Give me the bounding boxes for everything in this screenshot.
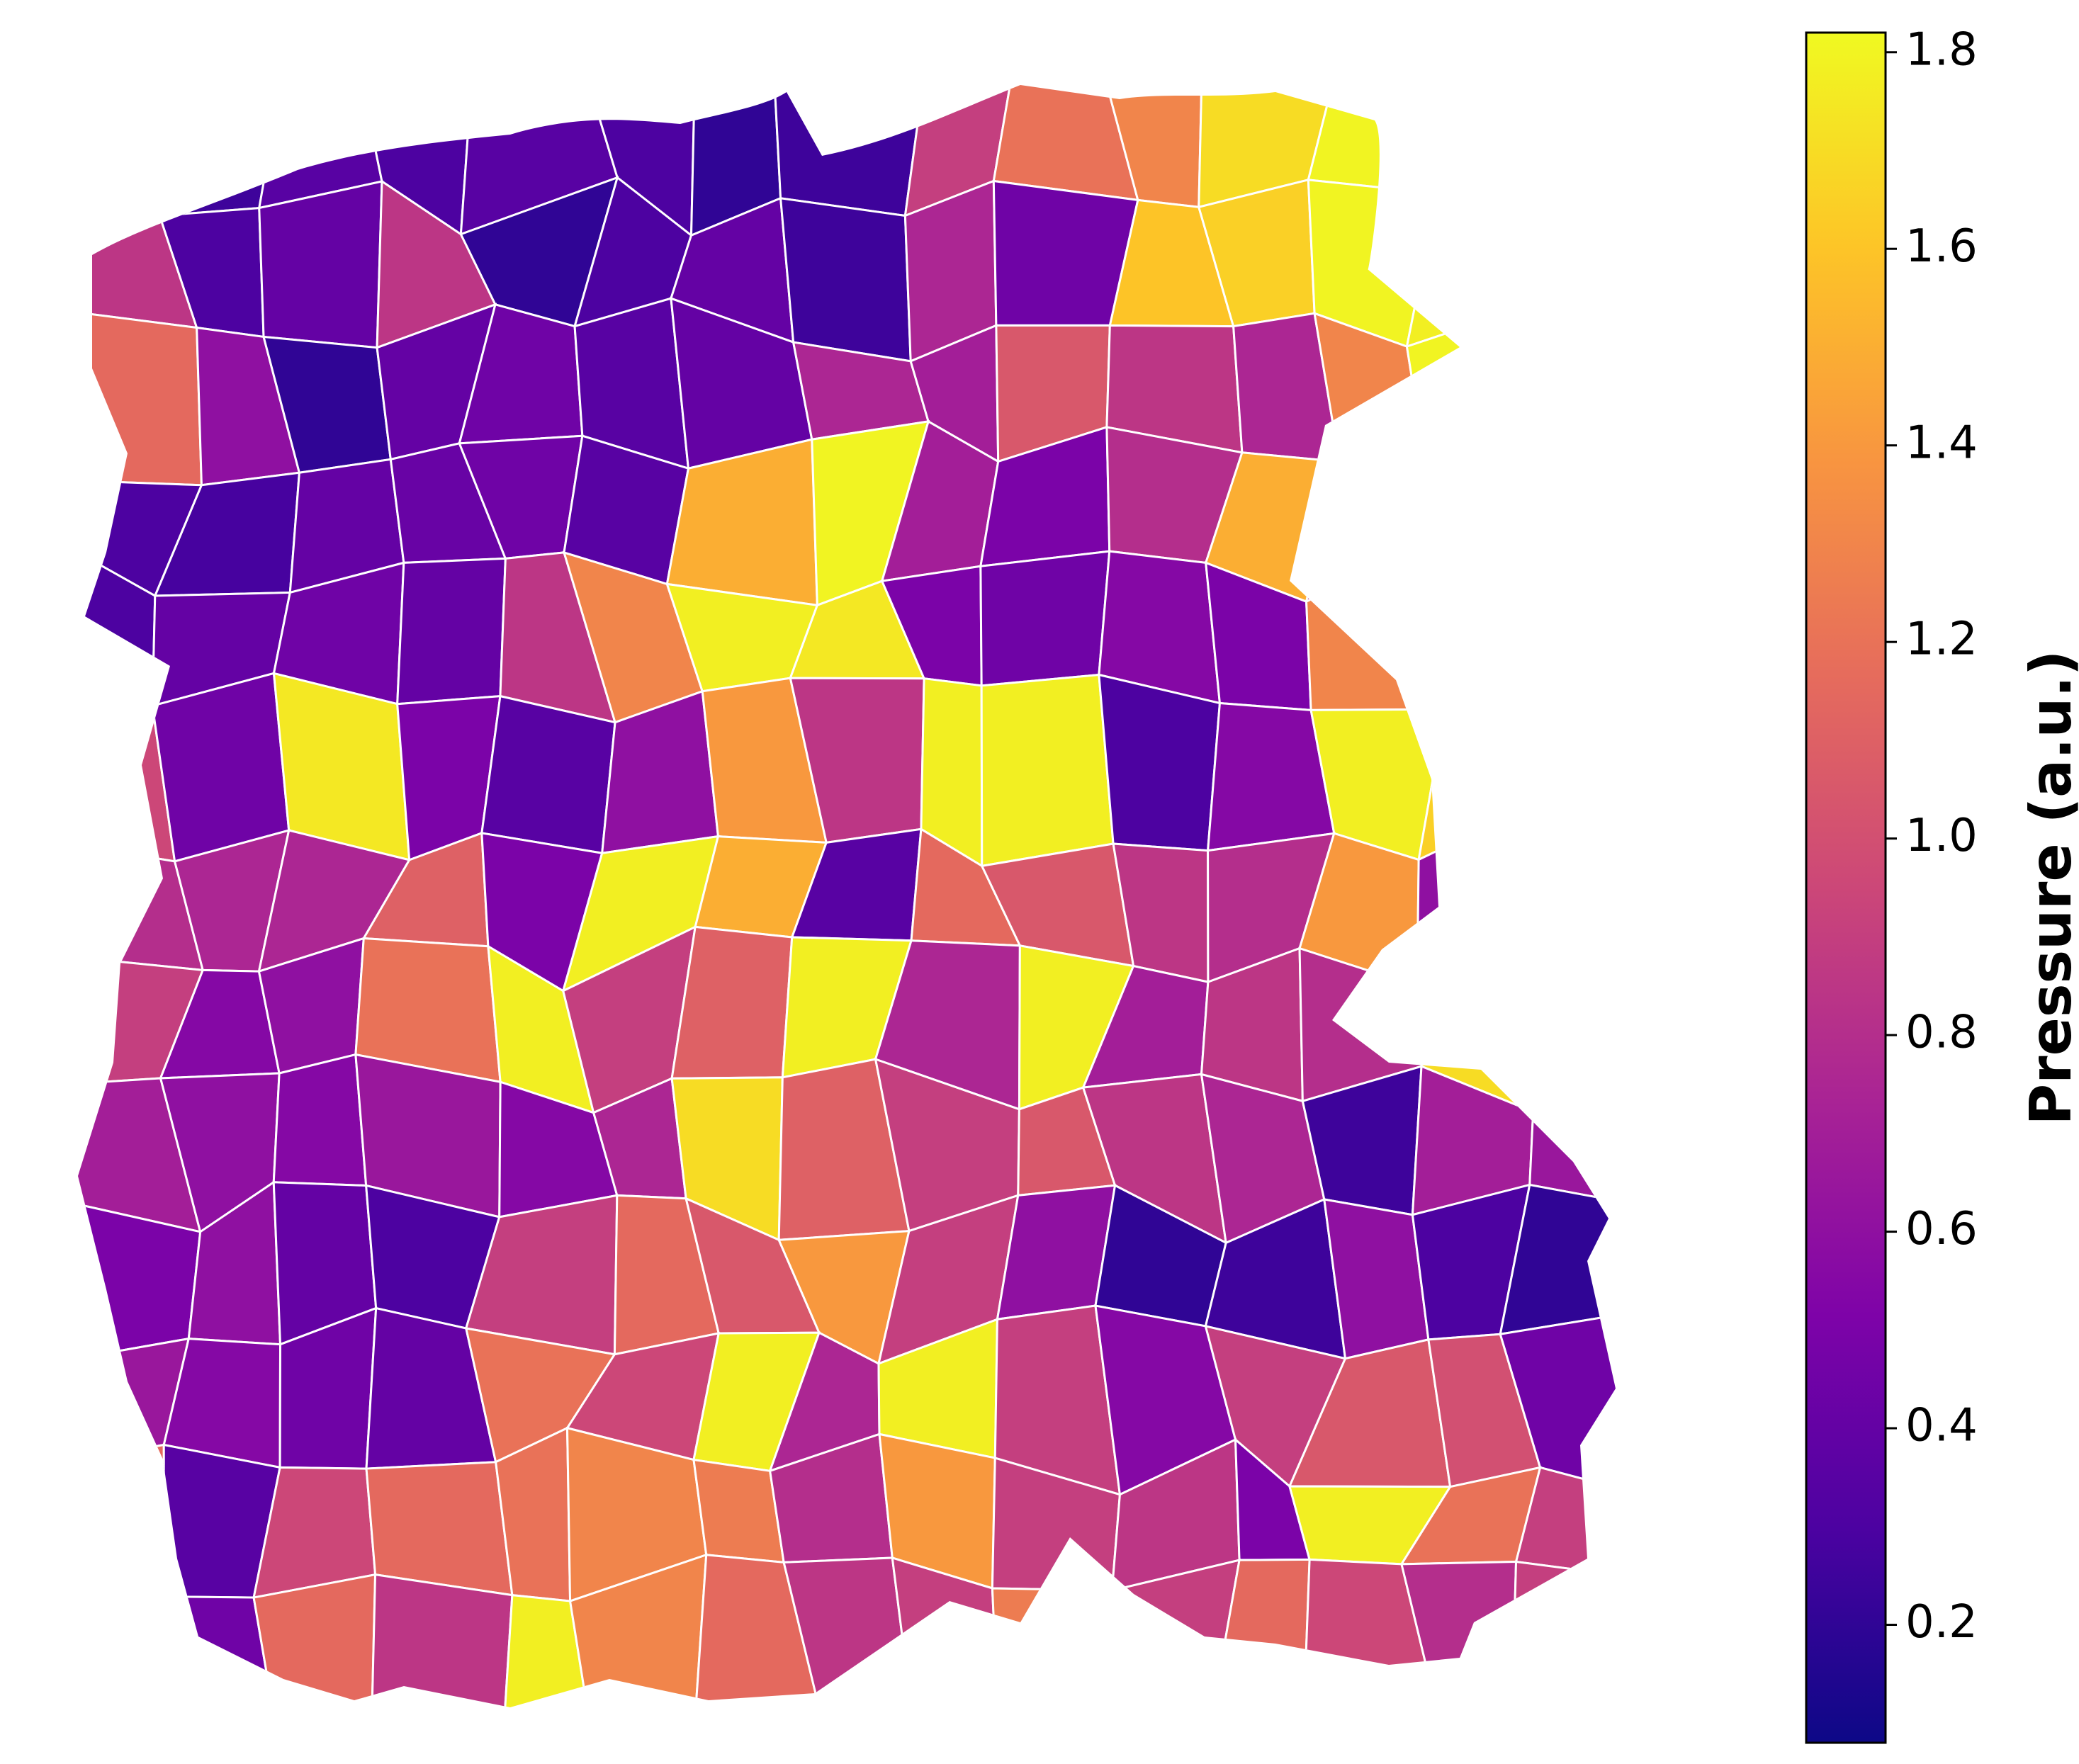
cell-outline [1522,330,1630,463]
cell [1528,929,1616,1117]
cell [78,85,176,217]
colorbar-tick-label: 0.4 [1905,1400,1978,1452]
cell [1098,673,1222,852]
cell [1305,556,1447,711]
cell [779,197,912,363]
cell [150,1595,276,1707]
cell-outline [1421,184,1511,331]
cell-outline [1434,78,1509,184]
cell-outline [1509,571,1630,711]
cell [991,1587,1125,1707]
cell-outline [1321,445,1411,582]
cell [773,85,925,217]
cell-outline [1534,813,1630,933]
cell-outline [1531,933,1630,1114]
cell [1405,312,1545,485]
cell [503,1593,590,1707]
cell-outline [1414,329,1526,459]
cell [568,1553,708,1707]
colorbar-tick-label: 1.0 [1905,810,1978,862]
colorbar-tick-label: 1.8 [1905,23,1978,76]
cell-outline [1411,453,1523,575]
cell-outline [1419,574,1510,696]
cell [1399,556,1523,711]
cell [1503,312,1616,485]
cell [78,1554,165,1707]
colorbar: 0.2 0.4 0.6 0.8 1.0 1.2 1.4 1.6 1.8 Pressure (a.… [1805,23,2079,1744]
colorbar-tick-label: 0.2 [1905,1596,1978,1649]
cell-outline [1514,1569,1630,1714]
colorbar-ticks: 0.2 0.4 0.6 0.8 1.0 1.2 1.4 1.6 1.8 [1886,23,1978,1649]
cell [1495,437,1616,592]
cell-outline [71,1453,164,1577]
cell [1511,1560,1616,1707]
cell [272,1053,368,1187]
cell [1496,551,1616,737]
cell [1416,800,1540,988]
cell [1504,173,1616,350]
cell [1204,561,1312,711]
colorbar-tick-label: 1.6 [1905,220,1978,273]
cell [1400,1560,1518,1707]
cell [258,180,383,349]
cell-outline [71,1575,158,1714]
cell [480,694,616,854]
cell [365,1461,514,1597]
colorbar-tick-label: 0.6 [1905,1203,1978,1255]
cell [1417,679,1540,862]
colorbar-tick-label: 0.8 [1905,1007,1978,1059]
cell-layer [71,78,1630,1714]
cell [151,672,291,863]
cell-outline [71,78,167,210]
cell [1520,679,1616,826]
cell-outline [1431,695,1530,835]
cell-outline [1511,200,1630,332]
cell-outline [1530,703,1630,813]
colorbar-gradient [1805,31,1887,1744]
cell [694,1554,823,1707]
cell [1528,801,1616,937]
colorbar-tick-label: 1.4 [1905,417,1978,469]
cell [1399,428,1544,592]
cell-outline [1509,78,1630,208]
cell [1405,173,1519,349]
cell [396,557,507,706]
cell [1429,85,1519,196]
cell [1305,428,1422,604]
colorbar-label: Pressure (a.u.) [2018,650,2079,1126]
cell [78,1443,165,1598]
cell [992,85,1139,202]
pressure-map [71,78,1630,1714]
cell-outline [1517,458,1630,573]
cell [980,673,1115,868]
cell [78,310,203,487]
cell [1307,85,1439,195]
colorbar-tick-label: 1.2 [1905,614,1978,666]
cell [1500,85,1616,235]
cell [371,1573,514,1707]
